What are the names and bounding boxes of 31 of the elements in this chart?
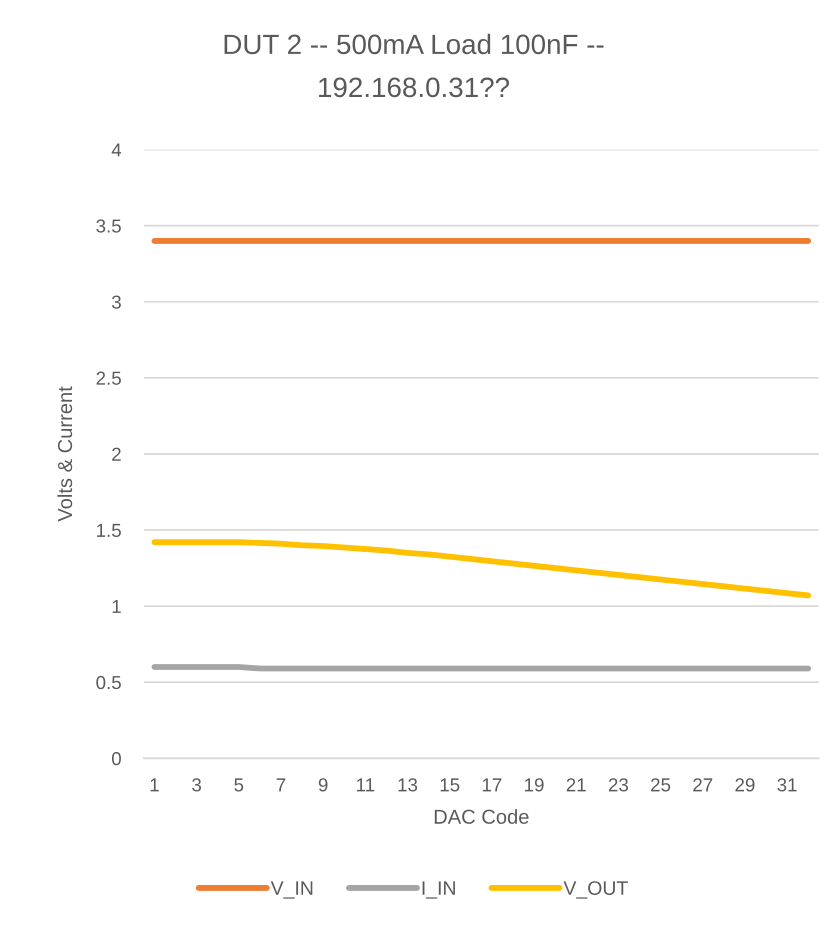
- y-tick-label: 3: [112, 295, 121, 309]
- x-tick-label: 15: [440, 778, 460, 792]
- y-tick-label: 1: [112, 600, 121, 613]
- legend-label: V_IN: [270, 881, 312, 899]
- x-tick-label: 21: [566, 778, 586, 792]
- x-tick-label: 3: [192, 778, 202, 792]
- y-tick-label: 1.5: [97, 524, 121, 538]
- y-tick-label: 2.5: [96, 372, 121, 385]
- y-axis-title: Volts & Current: [57, 386, 72, 522]
- x-tick-label: 11: [357, 778, 374, 792]
- y-tick-label: 4: [112, 143, 122, 156]
- y-tick-label: 2: [112, 448, 121, 461]
- x-tick-label: 13: [398, 778, 418, 792]
- x-tick-label: 19: [525, 778, 544, 792]
- y-tick-label: 0.5: [96, 676, 121, 690]
- x-tick-label: 29: [735, 778, 754, 792]
- x-tick-label: 5: [234, 778, 244, 792]
- y-tick-label: 0: [112, 752, 121, 766]
- x-axis-title: DAC Code: [434, 809, 529, 824]
- y-tick-label: 3.5: [96, 219, 121, 233]
- chart-title: DUT 2 -- 500mA Load 100nF -- 192.168.0.31??: [224, 34, 604, 98]
- x-tick-label: 17: [482, 778, 502, 792]
- legend-label: I_IN: [422, 881, 455, 899]
- x-tick-label: 9: [318, 778, 328, 792]
- x-tick-label: 1: [150, 778, 159, 792]
- legend-label: V_OUT: [564, 881, 628, 899]
- x-tick-label: 7: [276, 778, 286, 792]
- x-tick-label: 23: [608, 778, 628, 792]
- x-tick-label: 31: [777, 778, 797, 792]
- x-tick-label: 27: [693, 778, 712, 792]
- x-tick-label: 25: [651, 778, 670, 792]
